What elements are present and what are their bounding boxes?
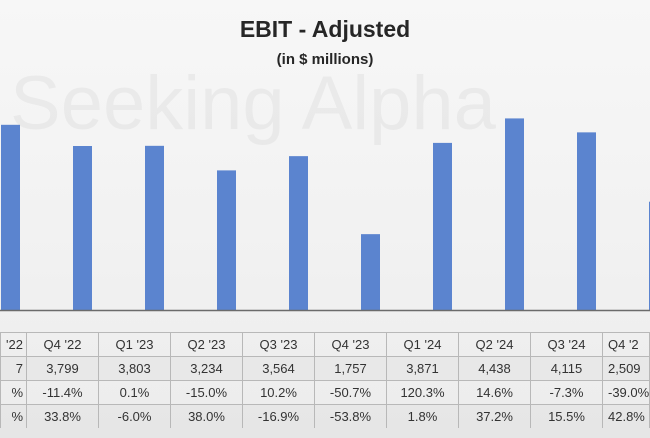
table-cell: 4,115 [530,356,603,381]
table-cell: Q3 '24 [530,332,603,357]
bar-q3-23 [289,156,308,310]
bar-q2-24 [505,118,524,310]
table-cell: % [0,404,27,429]
table-cell: Q4 '2 [602,332,650,357]
table-cell: Q1 '24 [386,332,459,357]
bar-q4-23 [361,234,380,310]
data-table: '22 Q4 '22 Q1 '23 Q2 '23 Q3 '23 Q4 '23 Q1 '24 Q… [0,332,650,429]
chart-title: EBIT - Adjusted [239,16,411,42]
table-cell: Q4 '22 [26,332,99,357]
table-cell: 0.1% [98,380,171,405]
table-cell: 37.2% [458,404,531,429]
bar-q4-22 [73,146,92,310]
table-cell: -53.8% [314,404,387,429]
table-cell: -39.0% [602,380,650,405]
table-cell: '22 [0,332,27,357]
table-cell: 3,564 [242,356,315,381]
table-cell: 33.8% [26,404,99,429]
table-cell: 1,757 [314,356,387,381]
table-cell: 7 [0,356,27,381]
table-cell: 10.2% [242,380,315,405]
table-cell: -6.0% [98,404,171,429]
watermark: Seeking Alpha [10,60,640,147]
table-cell: 42.8% [602,404,650,429]
table-cell: 3,799 [26,356,99,381]
table-cell: 1.8% [386,404,459,429]
bar-q3-24 [577,132,596,310]
bar-q2-23 [217,170,236,310]
table-cell: Q4 '23 [314,332,387,357]
table-cell: 3,803 [98,356,171,381]
table-cell: 2,509 [602,356,650,381]
bottom-band [0,428,650,438]
table-cell: -15.0% [170,380,243,405]
table-row: 7 3,799 3,803 3,234 3,564 1,757 3,871 4,438 4,11… [0,356,650,381]
table-cell: Q1 '23 [98,332,171,357]
table-cell: Q3 '23 [242,332,315,357]
table-cell: 4,438 [458,356,531,381]
table-row: % 33.8% -6.0% 38.0% -16.9% -53.8% 1.8% 37.2% 15.… [0,404,650,429]
table-row: % -11.4% 0.1% -15.0% 10.2% -50.7% 120.3% 14.6% -… [0,380,650,405]
table-cell: % [0,380,27,405]
table-cell: 3,234 [170,356,243,381]
table-cell: 38.0% [170,404,243,429]
bar-q1-23 [145,145,164,310]
table-cell: 14.6% [458,380,531,405]
table-cell: -50.7% [314,380,387,405]
chart-subtitle: (in $ millions) [276,51,374,68]
bar-q1-24 [433,142,452,310]
table-cell: 15.5% [530,404,603,429]
bar-chart [0,118,650,312]
table-cell: -11.4% [26,380,99,405]
table-cell: Q2 '24 [458,332,531,357]
table-cell: -7.3% [530,380,603,405]
table-cell: Q2 '23 [170,332,243,357]
table-header-row: '22 Q4 '22 Q1 '23 Q2 '23 Q3 '23 Q4 '23 Q1 '24 Q… [0,332,650,357]
table-cell: -16.9% [242,404,315,429]
bar-q3-22 [1,124,20,310]
table-cell: 3,871 [386,356,459,381]
table-cell: 120.3% [386,380,459,405]
